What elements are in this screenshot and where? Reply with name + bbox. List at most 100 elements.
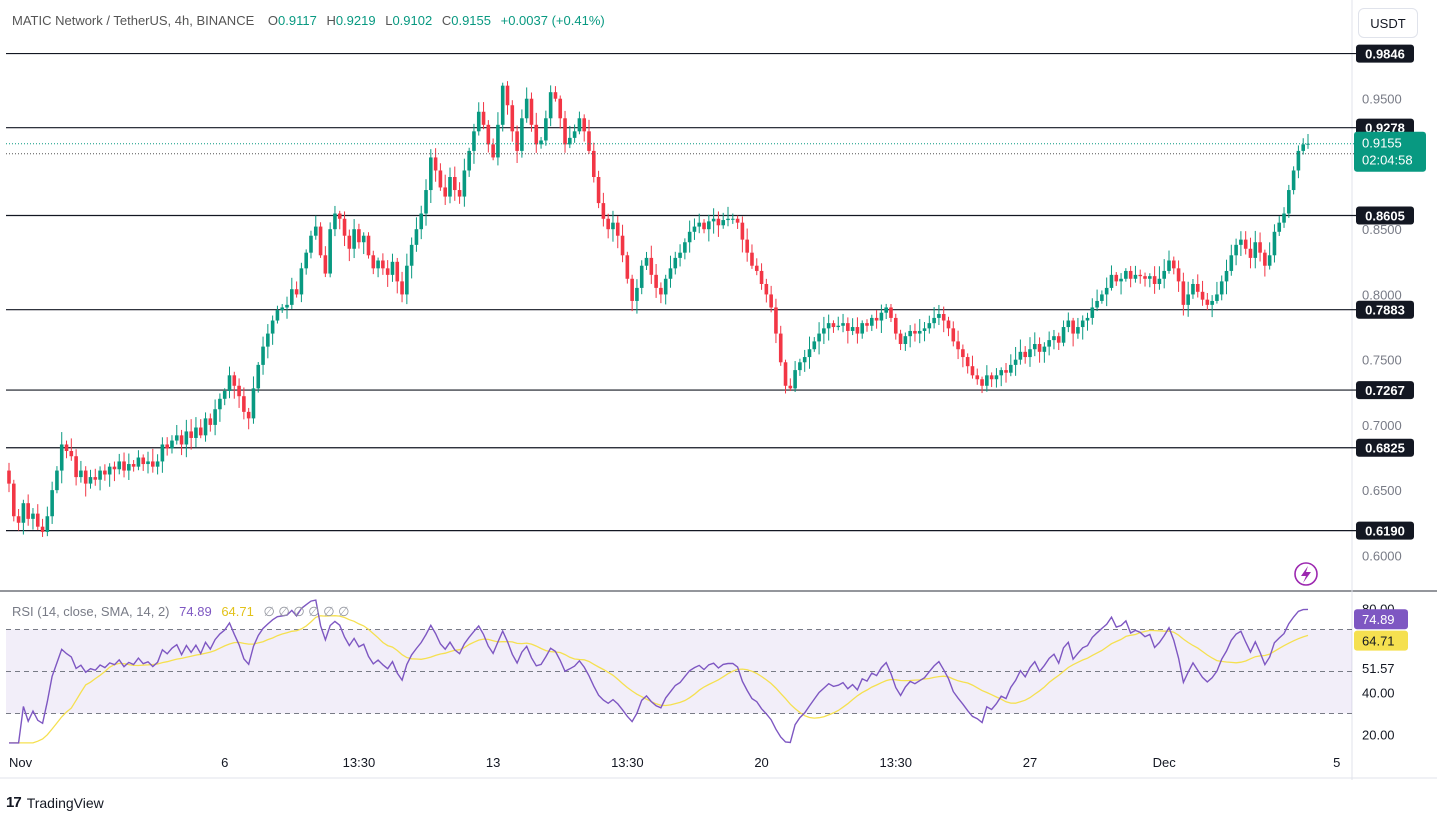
candle-body[interactable] (64, 444, 69, 451)
candle-body[interactable] (1191, 283, 1195, 295)
candle-body[interactable] (932, 317, 936, 324)
candle-body[interactable] (361, 235, 366, 243)
candle-body[interactable] (357, 229, 361, 243)
rsi-line[interactable] (9, 599, 1309, 744)
candle-body[interactable] (913, 330, 917, 334)
candle-body[interactable] (381, 260, 385, 269)
candle-body[interactable] (1296, 150, 1301, 171)
candle-body[interactable] (994, 375, 999, 380)
candle-body[interactable] (524, 98, 529, 119)
candle-body[interactable] (500, 85, 505, 125)
candle-body[interactable] (774, 307, 778, 334)
candle-body[interactable] (1071, 320, 1075, 334)
candle-body[interactable] (846, 323, 850, 331)
candle-body[interactable] (304, 252, 308, 269)
candle-body[interactable] (1042, 346, 1047, 352)
candle-body[interactable] (371, 255, 376, 269)
candle-body[interactable] (83, 470, 88, 484)
candle-body[interactable] (879, 312, 884, 321)
candle-body[interactable] (1267, 255, 1272, 266)
candle-body[interactable] (769, 294, 773, 308)
candle-body[interactable] (1258, 242, 1262, 253)
candle-body[interactable] (481, 111, 486, 125)
candle-body[interactable] (1124, 270, 1128, 279)
candle-body[interactable] (716, 218, 721, 226)
candle-body[interactable] (1056, 336, 1061, 343)
candle-body[interactable] (155, 461, 160, 467)
candle-body[interactable] (1272, 231, 1277, 256)
candle-body[interactable] (280, 307, 285, 311)
candle-body[interactable] (40, 526, 45, 532)
candle-body[interactable] (1210, 300, 1214, 305)
candle-body[interactable] (802, 357, 807, 363)
candle-body[interactable] (1138, 274, 1143, 277)
candle-body[interactable] (505, 85, 510, 106)
candle-body[interactable] (908, 330, 912, 337)
candle-body[interactable] (1243, 239, 1248, 249)
candle-body[interactable] (663, 278, 668, 295)
candle-body[interactable] (433, 157, 438, 171)
candle-body[interactable] (673, 257, 678, 269)
rsi-legend[interactable]: RSI (14, close, SMA, 14, 2) 74.89 64.71 … (12, 604, 350, 620)
candle-body[interactable] (419, 213, 424, 230)
candle-body[interactable] (443, 187, 447, 197)
candle-body[interactable] (203, 418, 208, 436)
candle-body[interactable] (270, 320, 275, 334)
candle-body[interactable] (290, 289, 294, 305)
candle-body[interactable] (476, 111, 481, 132)
candle-body[interactable] (35, 513, 40, 527)
candle-body[interactable] (160, 444, 165, 462)
candle-body[interactable] (946, 320, 951, 329)
candle-body[interactable] (385, 268, 390, 275)
candle-body[interactable] (1291, 170, 1296, 191)
candle-body[interactable] (1023, 351, 1027, 358)
candle-body[interactable] (961, 349, 965, 358)
candle-body[interactable] (256, 364, 261, 389)
candle-body[interactable] (678, 252, 682, 258)
brand[interactable]: 17 TradingView (6, 794, 104, 811)
candle-body[interactable] (31, 513, 35, 519)
candle-body[interactable] (1032, 344, 1037, 350)
candle-body[interactable] (409, 244, 414, 266)
candle-body[interactable] (874, 317, 879, 321)
candle-body[interactable] (975, 375, 980, 380)
candle-body[interactable] (620, 235, 625, 256)
candle-body[interactable] (860, 323, 865, 334)
candle-body[interactable] (1143, 276, 1147, 279)
candle-body[interactable] (98, 470, 102, 480)
candle-body[interactable] (299, 268, 304, 295)
candle-body[interactable] (553, 92, 558, 99)
candle-body[interactable] (697, 222, 702, 227)
candle-body[interactable] (903, 336, 908, 345)
candle-body[interactable] (563, 118, 567, 145)
candle-body[interactable] (937, 314, 941, 318)
candle-body[interactable] (103, 470, 107, 475)
candle-body[interactable] (1114, 274, 1119, 282)
candle-body[interactable] (69, 451, 74, 457)
candle-body[interactable] (1133, 274, 1138, 279)
candle-body[interactable] (1176, 268, 1181, 282)
candle-body[interactable] (347, 235, 352, 249)
candle-body[interactable] (730, 218, 735, 220)
candle-body[interactable] (1080, 320, 1085, 328)
candle-body[interactable] (740, 222, 745, 240)
candle-body[interactable] (74, 456, 78, 478)
candle-body[interactable] (1128, 270, 1133, 279)
candle-body[interactable] (414, 229, 419, 245)
candle-body[interactable] (486, 124, 491, 145)
candle-body[interactable] (831, 323, 836, 328)
candle-body[interactable] (1162, 270, 1166, 279)
candle-body[interactable] (294, 289, 299, 295)
candle-body[interactable] (1100, 294, 1104, 301)
candle-body[interactable] (615, 222, 620, 236)
candle-body[interactable] (1004, 370, 1008, 373)
candle-body[interactable] (93, 477, 98, 480)
candle-body[interactable] (855, 327, 860, 334)
candle-body[interactable] (898, 333, 903, 345)
candle-body[interactable] (965, 357, 970, 367)
candle-body[interactable] (122, 461, 126, 471)
candle-body[interactable] (927, 323, 932, 329)
candle-body[interactable] (318, 226, 323, 256)
candle-body[interactable] (266, 333, 270, 347)
candle-body[interactable] (198, 427, 203, 436)
